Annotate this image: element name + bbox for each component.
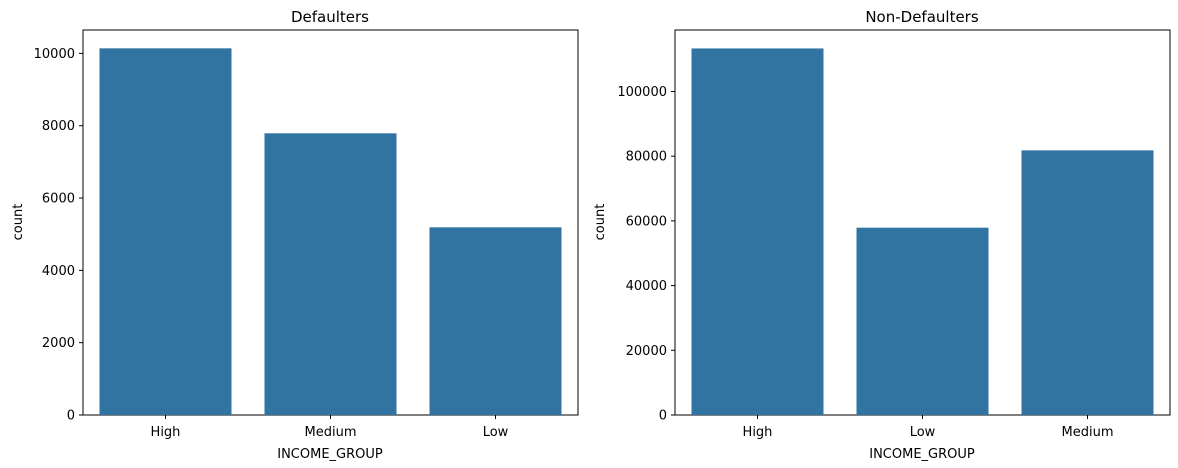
bar-medium <box>264 133 397 416</box>
bars <box>691 48 1154 416</box>
bar-high <box>99 48 232 415</box>
x-tick-label: Low <box>910 425 936 440</box>
x-tick-label: Low <box>483 425 509 440</box>
y-axis-ticks: 0 2000 4000 6000 8000 10000 <box>34 47 83 424</box>
x-axis-ticks: High Low Medium <box>743 415 1114 440</box>
x-axis-ticks: High Medium Low <box>151 415 509 440</box>
bar-high <box>691 48 824 416</box>
y-tick-label: 80000 <box>626 150 667 165</box>
y-axis-label: count <box>593 204 608 241</box>
y-tick-label: 4000 <box>42 264 75 279</box>
bars <box>99 48 562 416</box>
y-tick-label: 8000 <box>42 119 75 134</box>
x-tick-label: Medium <box>305 425 357 440</box>
y-tick-label: 2000 <box>42 336 75 351</box>
y-tick-label: 0 <box>67 409 75 424</box>
y-tick-label: 100000 <box>617 85 667 100</box>
chart-title: Non-Defaulters <box>865 8 979 26</box>
y-tick-label: 40000 <box>626 279 667 294</box>
x-tick-label: High <box>743 425 773 440</box>
x-axis-label: INCOME_GROUP <box>869 447 975 462</box>
bar-low <box>856 227 989 415</box>
bar-medium <box>1021 150 1154 415</box>
y-tick-label: 10000 <box>34 47 75 62</box>
chart-title: Defaulters <box>291 8 369 26</box>
bar-low <box>429 227 562 415</box>
y-tick-label: 0 <box>659 409 667 424</box>
x-axis-label: INCOME_GROUP <box>277 447 383 462</box>
y-tick-label: 60000 <box>626 214 667 229</box>
chart-non-defaulters: 0 20000 40000 60000 80000 100000 High Low Mediu… <box>593 8 1171 462</box>
chart-defaulters: 0 2000 4000 6000 8000 10000 High Medium Low Def… <box>11 8 579 462</box>
y-axis-ticks: 0 20000 40000 60000 80000 100000 <box>617 85 675 424</box>
x-tick-label: High <box>151 425 181 440</box>
x-tick-label: Medium <box>1062 425 1114 440</box>
y-tick-label: 20000 <box>626 344 667 359</box>
y-axis-label: count <box>11 204 26 241</box>
y-tick-label: 6000 <box>42 192 75 207</box>
